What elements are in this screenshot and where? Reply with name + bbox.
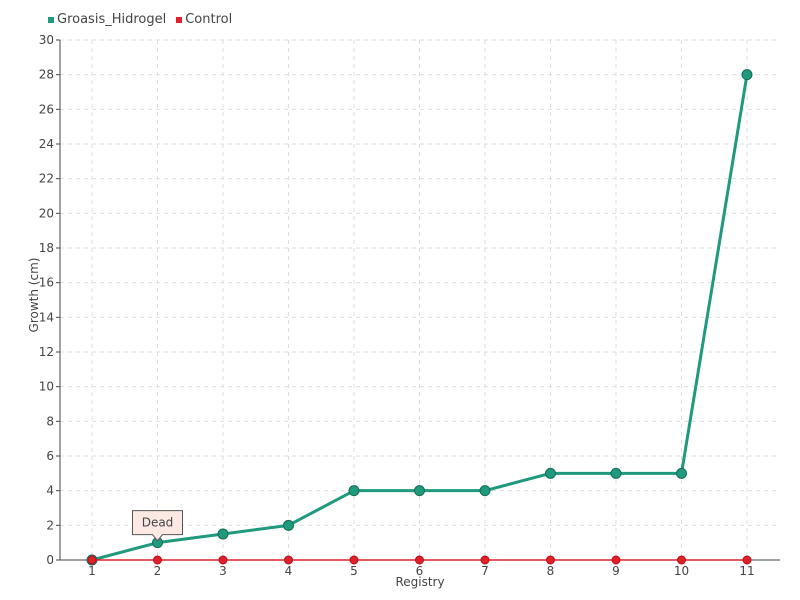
x-tick-label: 2 xyxy=(154,564,162,578)
x-tick-label: 10 xyxy=(674,564,689,578)
x-tick-label: 11 xyxy=(739,564,754,578)
y-tick-label: 12 xyxy=(39,345,54,359)
series-layer xyxy=(86,69,753,566)
x-tick-label: 1 xyxy=(88,564,96,578)
y-tick-label: 30 xyxy=(39,33,54,47)
tooltip-layer: Dead xyxy=(132,510,183,542)
data-point xyxy=(284,555,293,565)
data-point xyxy=(742,555,752,565)
data-point xyxy=(741,69,753,81)
y-tick-label: 28 xyxy=(39,68,54,82)
x-tick-label: 3 xyxy=(219,564,227,578)
y-tick-label: 14 xyxy=(39,310,54,324)
grid-layer xyxy=(60,39,780,560)
data-point xyxy=(480,555,490,565)
data-point xyxy=(414,485,425,497)
y-tick-label: 26 xyxy=(39,102,54,116)
data-point xyxy=(349,555,359,565)
data-point xyxy=(545,467,556,479)
legend-label-groasis: Groasis_Hidrogel xyxy=(57,12,167,27)
legend-swatch-control xyxy=(176,16,183,23)
legend-label-control: Control xyxy=(185,12,233,27)
x-tick-label: 4 xyxy=(285,564,293,578)
data-point xyxy=(676,467,687,479)
data-point xyxy=(153,555,162,565)
data-point xyxy=(479,485,491,497)
tooltip-box xyxy=(132,510,183,542)
x-tick-label: 7 xyxy=(481,564,489,578)
x-tick-label: 5 xyxy=(350,564,358,578)
y-tick-label: 24 xyxy=(39,137,54,151)
data-point xyxy=(677,555,686,565)
y-tick-label: 18 xyxy=(39,241,54,255)
y-tick-label: 10 xyxy=(39,380,54,394)
data-point xyxy=(283,519,294,531)
y-tick-label: 2 xyxy=(46,518,54,532)
data-point xyxy=(415,555,424,565)
x-tick-label: 6 xyxy=(416,564,424,578)
legend-item-control[interactable]: Control xyxy=(176,12,232,27)
y-tick-label: 8 xyxy=(46,414,54,428)
data-point xyxy=(348,485,360,497)
x-axis-title: Registry xyxy=(395,575,444,589)
x-tick-label: 9 xyxy=(612,564,620,578)
data-point xyxy=(217,528,229,540)
y-tick-label: 0 xyxy=(46,553,54,567)
data-point xyxy=(611,555,621,565)
legend-swatch-groasis xyxy=(48,16,54,23)
y-axis-title: Growth (cm) xyxy=(27,258,41,333)
data-point xyxy=(610,467,622,479)
y-tick-label: 16 xyxy=(39,276,54,290)
legend-item-groasis[interactable]: Groasis_Hidrogel xyxy=(48,12,166,27)
y-tick-label: 20 xyxy=(39,206,54,220)
data-point xyxy=(546,555,555,565)
data-point xyxy=(87,555,97,565)
tooltip-label: Dead xyxy=(142,516,174,530)
y-tick-label: 6 xyxy=(46,449,54,463)
x-tick-label: 8 xyxy=(547,564,555,578)
y-tick-label: 22 xyxy=(39,172,54,186)
legend: Groasis_Hidrogel Control xyxy=(48,12,232,27)
data-point xyxy=(218,555,228,565)
y-tick-label: 4 xyxy=(46,484,54,498)
